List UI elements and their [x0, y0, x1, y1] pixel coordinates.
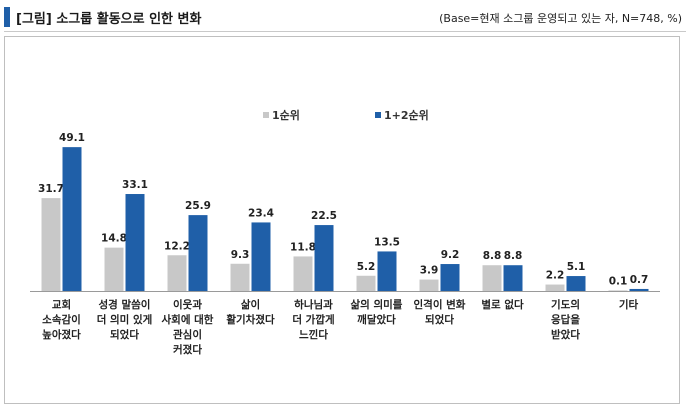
bar-2-8: [503, 265, 523, 291]
bar-1-6: [356, 275, 376, 291]
category-label-line: 기타: [619, 298, 639, 311]
data-label-2-7: 9.2: [441, 249, 460, 261]
bar-2-7: [440, 264, 460, 291]
bar-1-5: [293, 256, 313, 291]
category-label-line: 소속감이: [42, 313, 81, 326]
category-label-line: 기도의: [551, 298, 580, 311]
bar-1-3: [167, 255, 187, 291]
data-label-1-1: 31.7: [38, 183, 64, 195]
category-label-line: 사회에 대한: [162, 313, 214, 326]
data-label-1-6: 5.2: [357, 261, 376, 273]
bar-1-2: [104, 247, 124, 291]
category-label-line: 받았다: [551, 328, 580, 341]
category-label-line: 활기차졌다: [226, 313, 275, 326]
category-label-line: 응답을: [551, 314, 580, 326]
category-label-8: 별로 없다: [481, 298, 524, 311]
data-label-1-2: 14.8: [101, 233, 127, 245]
category-label-line: 높아졌다: [42, 328, 81, 341]
bar-2-10: [629, 288, 649, 291]
category-label-line: 인격이 변화: [414, 298, 466, 311]
data-label-2-2: 33.1: [122, 179, 148, 191]
data-label-2-6: 13.5: [374, 236, 400, 248]
bar-2-5: [314, 225, 334, 291]
title-accent-marker: [4, 7, 10, 27]
category-label-line: 되었다: [425, 313, 454, 326]
bar-1-9: [545, 284, 565, 291]
data-label-1-4: 9.3: [231, 249, 250, 261]
data-label-2-5: 22.5: [311, 210, 337, 222]
category-label-line: 관심이: [173, 328, 202, 341]
bar-1-4: [230, 263, 250, 291]
base-note: (Base=현재 소그룹 운영되고 있는 자, N=748, %): [439, 12, 682, 25]
data-label-2-4: 23.4: [248, 207, 274, 219]
title-bar: [그림] 소그룹 활동으로 인한 변화 (Base=현재 소그룹 운영되고 있는…: [0, 0, 690, 34]
title-divider: [4, 31, 686, 32]
bar-2-1: [62, 147, 82, 291]
category-label-line: 이웃과: [173, 298, 202, 311]
category-label-line: 별로 없다: [481, 298, 524, 311]
data-label-1-3: 12.2: [164, 240, 190, 252]
category-label-line: 교회: [52, 298, 71, 311]
data-label-2-9: 5.1: [567, 261, 586, 273]
data-label-1-10: 0.1: [609, 275, 628, 287]
bar-2-4: [251, 222, 271, 291]
bar-2-2: [125, 194, 145, 291]
bar-1-7: [419, 279, 439, 291]
data-label-1-5: 11.8: [290, 241, 316, 253]
category-label-line: 삶의 의미를: [351, 298, 403, 311]
bar-1-8: [482, 265, 502, 291]
category-label-line: 더 가깝게: [292, 313, 334, 326]
category-label-line: 되었다: [110, 328, 139, 341]
data-label-2-3: 25.9: [185, 200, 211, 212]
category-label-line: 더 의미 있게: [97, 313, 153, 326]
bar-1-1: [41, 198, 61, 291]
data-label-2-1: 49.1: [59, 132, 85, 144]
category-label-line: 하나님과: [294, 298, 333, 311]
category-label-line: 삶이: [241, 298, 260, 311]
legend-swatch-2: [375, 112, 381, 118]
chart-title: [그림] 소그룹 활동으로 인한 변화: [16, 12, 202, 27]
data-label-1-9: 2.2: [546, 270, 565, 282]
data-label-1-8: 8.8: [483, 250, 502, 262]
legend-swatch-1: [263, 112, 269, 118]
category-label-line: 느낀다: [299, 328, 328, 341]
category-label-line: 성경 말씀이: [99, 298, 151, 311]
category-label-line: 커졌다: [173, 343, 202, 356]
data-label-2-8: 8.8: [504, 250, 523, 262]
bar-2-3: [188, 215, 208, 291]
legend-label-1: 1순위: [272, 109, 300, 122]
category-label-line: 깨달았다: [357, 313, 396, 326]
category-label-10: 기타: [619, 298, 639, 311]
bar-2-6: [377, 251, 397, 291]
bar-2-9: [566, 276, 586, 291]
data-label-2-10: 0.7: [630, 274, 649, 286]
data-label-1-7: 3.9: [420, 265, 439, 277]
legend-label-2: 1+2순위: [384, 109, 429, 122]
bar-1-10: [608, 290, 628, 291]
